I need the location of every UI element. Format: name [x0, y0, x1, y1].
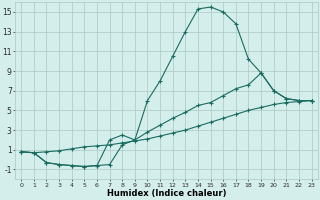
X-axis label: Humidex (Indice chaleur): Humidex (Indice chaleur) — [107, 189, 226, 198]
